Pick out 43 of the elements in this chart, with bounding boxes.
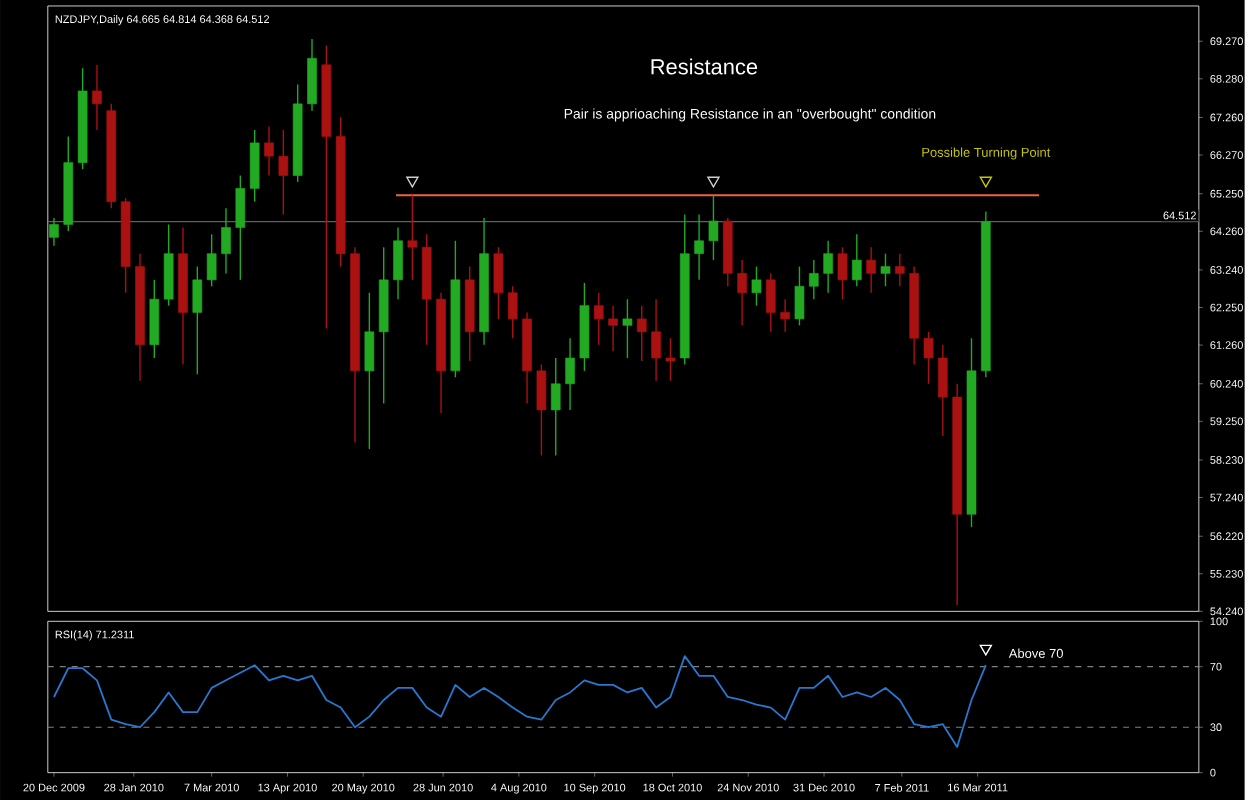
candlestick: [895, 252, 905, 287]
candlestick: [622, 298, 633, 359]
candlestick: [393, 226, 403, 300]
candlestick: [593, 291, 604, 346]
candlestick: [264, 125, 274, 176]
candlestick: [192, 265, 203, 375]
candlestick: [407, 194, 418, 281]
candlestick: [852, 233, 862, 287]
candlestick: [507, 285, 518, 339]
candlestick: [49, 217, 59, 247]
candlestick: [737, 259, 747, 326]
candlestick: [493, 246, 504, 320]
candlestick: [938, 343, 948, 437]
candlestick: [249, 129, 260, 203]
candlestick: [550, 357, 561, 456]
candlestick: [221, 207, 231, 274]
candlestick: [536, 363, 547, 456]
candlestick: [364, 291, 375, 450]
candlestick: [307, 38, 317, 112]
candlestick: [694, 213, 704, 281]
candlestick: [278, 129, 289, 216]
candlestick: [765, 272, 776, 333]
candlestick: [149, 278, 160, 359]
candlestick: [923, 330, 934, 385]
candlestick: [608, 304, 618, 352]
text: Resistance: [651, 58, 758, 75]
candlestick: [163, 223, 174, 307]
candlestick: [837, 246, 848, 300]
candlestick: [751, 265, 762, 307]
candlestick: [92, 63, 102, 131]
candlestick: [780, 298, 790, 333]
candlestick: [565, 337, 575, 411]
candlestick: [206, 233, 217, 287]
candlestick: [636, 304, 647, 362]
candlestick: [651, 298, 661, 382]
candlestick: [880, 252, 891, 287]
candlestick: [708, 194, 719, 261]
candlestick: [665, 337, 676, 382]
candlestick: [794, 265, 805, 326]
candlestick: [823, 239, 833, 294]
candlestick: [808, 259, 819, 300]
candlestick: [235, 174, 246, 281]
candlestick: [866, 246, 876, 294]
